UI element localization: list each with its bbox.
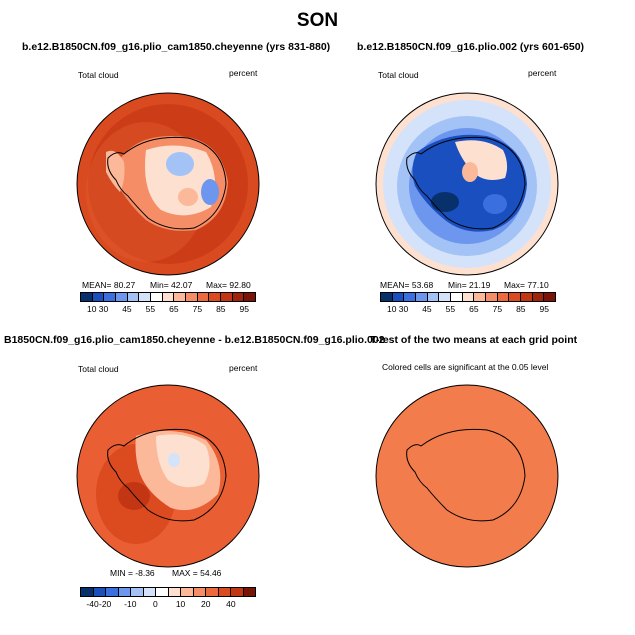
colorbar-cell — [197, 293, 210, 301]
colorbar-cell — [168, 588, 181, 596]
colorbar-cell — [474, 293, 487, 301]
colorbar-tick-label: 85 — [216, 304, 226, 314]
panel-1-mean: MEAN= 80.27 — [82, 280, 136, 290]
colorbar-tick-label: 40 — [226, 599, 236, 609]
panel-1-colorbar-ticks: 10 30 45 55 65 75 85 95 — [80, 304, 256, 316]
colorbar-cell — [81, 293, 93, 301]
colorbar-tick-label: 75 — [192, 304, 203, 314]
panel-2-units-label: percent — [528, 68, 557, 78]
colorbar-cell — [416, 293, 428, 301]
panel-2-max: Max= 77.10 — [504, 280, 549, 290]
panel-4-map — [375, 384, 559, 568]
colorbar-cell — [127, 293, 140, 301]
colorbar-tick-label: 45 — [422, 304, 432, 314]
colorbar-cell — [244, 293, 256, 301]
colorbar-cell — [427, 293, 440, 301]
colorbar-cell — [186, 293, 198, 301]
colorbar-cell — [232, 293, 245, 301]
colorbar-cell — [221, 293, 233, 301]
panel-2-colorbar-ticks: 10 30 45 55 65 75 85 95 — [380, 304, 556, 316]
panel-2-variable-label: Total cloud — [378, 70, 419, 80]
colorbar-tick-label: 45 — [122, 304, 132, 314]
colorbar-cell — [206, 588, 219, 596]
panel-1-map — [76, 92, 260, 276]
panel-3-title: B1850CN.f09_g16.plio_cam1850.cheyenne - … — [4, 334, 385, 346]
colorbar-cell — [462, 293, 475, 301]
panel-1-units-label: percent — [229, 68, 258, 78]
colorbar-cell — [209, 293, 222, 301]
colorbar-cell — [156, 588, 169, 596]
colorbar-tick-label: 10 — [386, 304, 397, 314]
colorbar-cell — [116, 293, 128, 301]
colorbar-cell — [151, 293, 163, 301]
panel-2-mean: MEAN= 53.68 — [380, 280, 434, 290]
colorbar-cell — [131, 588, 144, 596]
colorbar-cell — [93, 588, 106, 596]
panel-3-min: MIN = -8.36 — [110, 568, 155, 578]
colorbar-tick-label: 30 — [398, 304, 409, 314]
panel-3-colorbar-ticks: -40 -20 -10 0 10 20 40 — [80, 599, 256, 611]
colorbar-tick-label: 55 — [145, 304, 156, 314]
panel-1-colorbar — [80, 292, 256, 302]
panel-2-min: Min= 21.19 — [448, 280, 491, 290]
colorbar-tick-label: 75 — [492, 304, 503, 314]
figure-title: SON — [296, 10, 339, 31]
colorbar-tick-label: 55 — [445, 304, 456, 314]
colorbar-cell — [181, 588, 194, 596]
colorbar-cell — [243, 588, 255, 596]
colorbar-cell — [532, 293, 545, 301]
panel-1-variable-label: Total cloud — [78, 70, 119, 80]
colorbar-cell — [218, 588, 231, 596]
colorbar-tick-label: -10 — [124, 599, 137, 609]
colorbar-cell — [118, 588, 131, 596]
panel-3-colorbar — [80, 587, 256, 597]
panel-3-map — [76, 384, 260, 568]
colorbar-tick-label: 0 — [153, 599, 158, 609]
colorbar-cell — [174, 293, 187, 301]
colorbar-tick-label: 65 — [169, 304, 179, 314]
colorbar-cell — [92, 293, 105, 301]
colorbar-tick-label: -20 — [98, 599, 112, 609]
colorbar-cell — [544, 293, 556, 301]
colorbar-cell — [497, 293, 510, 301]
colorbar-tick-label: -40 — [86, 599, 99, 609]
panel-4-title: T-test of the two means at each grid poi… — [370, 334, 578, 346]
panel-3-max: MAX = 54.46 — [172, 568, 222, 578]
colorbar-cell — [106, 588, 119, 596]
colorbar-cell — [509, 293, 522, 301]
colorbar-cell — [381, 293, 393, 301]
colorbar-tick-label: 10 — [86, 304, 97, 314]
colorbar-cell — [451, 293, 463, 301]
colorbar-tick-label: 30 — [98, 304, 109, 314]
panel-4-note: Colored cells are significant at the 0.0… — [382, 362, 549, 372]
colorbar-cell — [231, 588, 244, 596]
panel-3-variable-label: Total cloud — [78, 364, 119, 374]
colorbar-cell — [404, 293, 417, 301]
colorbar-cell — [104, 293, 117, 301]
colorbar-cell — [392, 293, 405, 301]
colorbar-cell — [81, 588, 94, 596]
panel-1-title: b.e12.B1850CN.f09_g16.plio_cam1850.cheye… — [22, 41, 331, 53]
colorbar-tick-label: 20 — [200, 599, 211, 609]
panel-2-colorbar — [380, 292, 556, 302]
colorbar-cell — [162, 293, 175, 301]
colorbar-cell — [139, 293, 152, 301]
panel-1-min: Min= 42.07 — [150, 280, 193, 290]
colorbar-tick-label: 10 — [175, 599, 186, 609]
panel-2-title: b.e12.B1850CN.f09_g16.plio.002 (yrs 601-… — [357, 41, 585, 53]
panel-1-max: Max= 92.80 — [206, 280, 251, 290]
colorbar-tick-label: 95 — [239, 304, 249, 314]
panel-3-units-label: percent — [229, 363, 258, 373]
colorbar-cell — [193, 588, 206, 596]
colorbar-cell — [439, 293, 452, 301]
colorbar-cell — [143, 588, 156, 596]
colorbar-tick-label: 95 — [539, 304, 549, 314]
colorbar-cell — [486, 293, 498, 301]
panel-2-map — [375, 92, 559, 276]
colorbar-cell — [521, 293, 533, 301]
colorbar-tick-label: 85 — [516, 304, 526, 314]
colorbar-tick-label: 65 — [469, 304, 479, 314]
